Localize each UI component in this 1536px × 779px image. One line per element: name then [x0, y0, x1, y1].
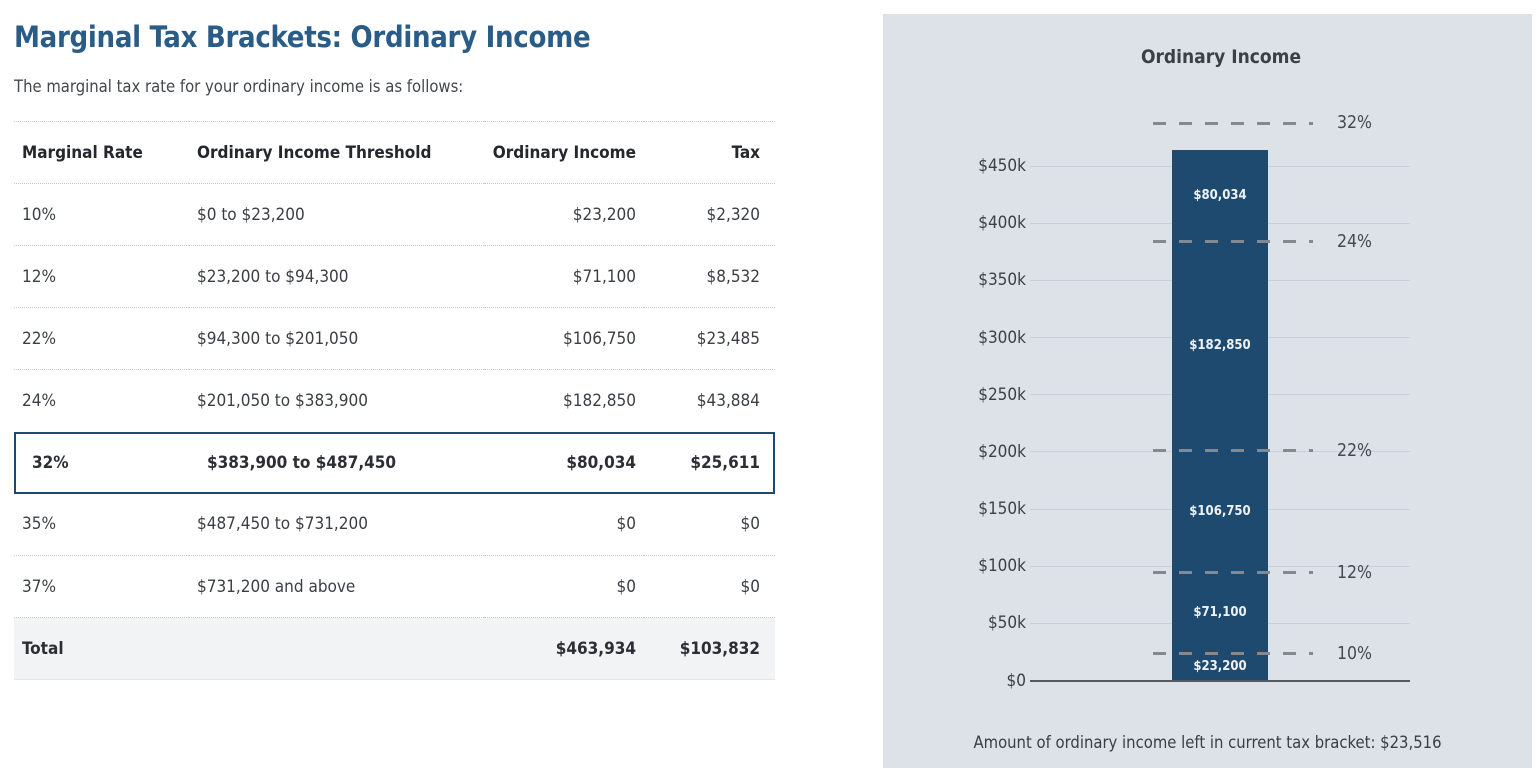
table-body: 10% $0 to $23,200 $23,200 $2,320 12% $23,200 …	[14, 184, 775, 680]
page-subtitle: The marginal tax rate for your ordinary …	[14, 77, 464, 96]
cell-threshold: $201,050 to $383,900	[197, 390, 368, 411]
x-axis-line	[1030, 679, 1410, 682]
table-row: 37% $731,200 and above $0 $0	[14, 556, 775, 618]
cell-rate: 35%	[22, 514, 56, 535]
bracket-percent-label: 24%	[1337, 231, 1372, 252]
y-axis-tick-label: $0	[1006, 670, 1026, 691]
y-axis-tick-label: $200k	[978, 441, 1026, 462]
y-axis-tick-label: $450k	[978, 156, 1026, 176]
y-axis-tick-label: $100k	[978, 556, 1026, 577]
bracket-threshold-dash-line	[1153, 240, 1313, 244]
cell-income: $0	[616, 576, 636, 597]
cell-total-tax: $103,832	[679, 638, 760, 659]
bracket-threshold-dash-line	[1153, 121, 1313, 125]
cell-tax: $23,485	[696, 328, 760, 349]
plot-area: $450k $400k $350k $300k $250k $200k $150k $100k…	[883, 14, 1532, 768]
bracket-percent-label: 12%	[1337, 562, 1372, 583]
cell-tax: $25,611	[690, 452, 760, 473]
cell-tax: $2,320	[706, 204, 761, 225]
table-total-row: Total $463,934 $103,832	[14, 617, 775, 680]
tax-brackets-table: Marginal Rate Ordinary Income Threshold Or…	[14, 121, 775, 680]
bracket-threshold-dash-line	[1153, 652, 1313, 656]
table-header-cell: Ordinary Income Threshold	[197, 142, 432, 163]
bracket-percent-label: 22%	[1337, 440, 1372, 461]
cell-rate: 12%	[22, 266, 56, 287]
stacked-income-bar	[1172, 150, 1268, 681]
table-header-cell: Tax	[731, 142, 760, 163]
cell-income: $23,200	[572, 204, 636, 225]
chart-caption: Amount of ordinary income left in curren…	[973, 733, 1442, 752]
table-header-row: Marginal Rate Ordinary Income Threshold Or…	[14, 121, 775, 184]
cell-rate: 24%	[22, 390, 56, 411]
page-title: Marginal Tax Brackets: Ordinary Income	[14, 20, 591, 54]
cell-total-label: Total	[22, 638, 64, 659]
cell-income: $80,034	[566, 452, 636, 473]
table-row-current-bracket: 32% $383,900 to $487,450 $80,034 $25,611	[14, 431, 775, 494]
cell-tax: $8,532	[706, 266, 761, 287]
cell-tax: $0	[740, 514, 760, 535]
x-axis-line-row: $0	[968, 670, 1410, 692]
cell-tax: $0	[740, 576, 760, 597]
y-axis-tick-label: $400k	[978, 213, 1026, 234]
cell-income: $106,750	[563, 328, 636, 349]
table-header: Marginal Rate Ordinary Income Threshold Or…	[14, 121, 775, 184]
table-row: 35% $487,450 to $731,200 $0 $0	[14, 494, 775, 556]
table-header-cell: Marginal Rate	[22, 142, 143, 163]
y-axis-tick-label: $250k	[978, 384, 1026, 405]
cell-threshold: $383,900 to $487,450	[207, 452, 397, 473]
cell-rate: 22%	[22, 328, 56, 349]
bar-segment-label: $182,850	[1189, 338, 1251, 354]
bracket-percent-label: 32%	[1337, 113, 1372, 134]
cell-rate: 37%	[22, 576, 56, 597]
cell-income: $0	[616, 514, 636, 535]
cell-threshold: $731,200 and above	[197, 576, 356, 597]
cell-threshold: $0 to $23,200	[197, 204, 305, 225]
cell-rate: 32%	[32, 452, 69, 473]
y-axis-tick-label: $300k	[978, 327, 1026, 348]
y-axis-tick-label: $150k	[978, 499, 1026, 519]
cell-threshold: $94,300 to $201,050	[197, 328, 359, 349]
cell-rate: 10%	[22, 204, 56, 225]
table-row: 22% $94,300 to $201,050 $106,750 $23,485	[14, 308, 775, 370]
bracket-threshold-dash-line	[1153, 571, 1313, 575]
y-axis-tick-label: $350k	[978, 270, 1026, 291]
bracket-percent-label: 10%	[1337, 643, 1372, 664]
cell-threshold: $487,450 to $731,200	[197, 514, 368, 535]
cell-threshold: $23,200 to $94,300	[197, 266, 349, 287]
bar-segment-label: $106,750	[1189, 503, 1251, 519]
table-header-cell: Ordinary Income	[492, 142, 636, 163]
chart-title: Ordinary Income	[1140, 46, 1302, 68]
table-row: 10% $0 to $23,200 $23,200 $2,320	[14, 184, 775, 246]
bracket-threshold-dash-line	[1153, 449, 1313, 453]
bar-segment-label: $71,100	[1193, 605, 1247, 621]
cell-tax: $43,884	[696, 390, 760, 411]
cell-income: $182,850	[563, 390, 636, 411]
cell-total-threshold	[189, 618, 484, 680]
cell-total-income: $463,934	[555, 638, 636, 659]
cell-income: $71,100	[572, 266, 636, 287]
ordinary-income-chart-panel: Ordinary Income $450k $400k $350k $300k $250…	[883, 14, 1532, 768]
y-axis-tick-label: $50k	[987, 613, 1026, 634]
bar-segment-label: $80,034	[1193, 187, 1247, 203]
table-row: 24% $201,050 to $383,900 $182,850 $43,884	[14, 370, 775, 432]
table-row: 12% $23,200 to $94,300 $71,100 $8,532	[14, 246, 775, 308]
bar-segment-label: $23,200	[1193, 659, 1247, 675]
